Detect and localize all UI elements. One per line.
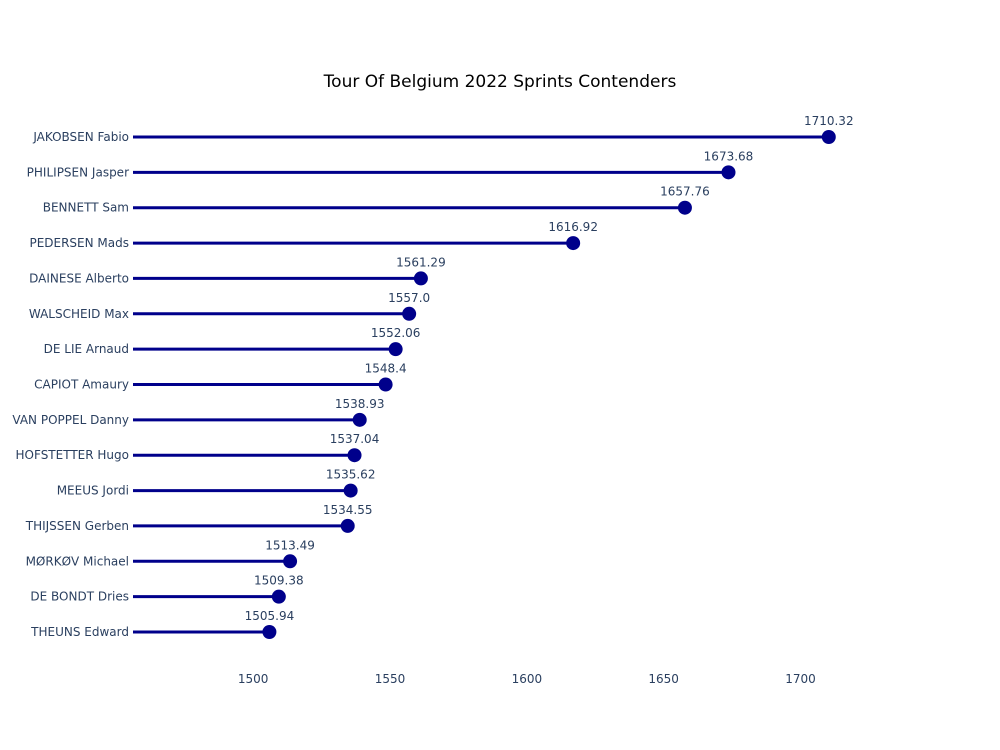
y-tick-label: VAN POPPEL Danny xyxy=(12,413,129,427)
y-tick-label: HOFSTETTER Hugo xyxy=(16,448,129,462)
data-label: 1535.62 xyxy=(326,468,376,482)
y-tick-label: THIJSSEN Gerben xyxy=(25,519,129,533)
y-tick-label: WALSCHEID Max xyxy=(29,307,129,321)
y-tick-label: THEUNS Edward xyxy=(30,625,129,639)
y-tick-label: JAKOBSEN Fabio xyxy=(32,130,129,144)
data-point xyxy=(566,236,581,251)
data-point xyxy=(347,448,362,463)
x-tick-label: 1550 xyxy=(375,672,406,686)
data-point xyxy=(402,306,417,321)
data-label: 1561.29 xyxy=(396,255,446,269)
y-tick-label: DAINESE Alberto xyxy=(29,271,129,285)
data-point xyxy=(262,625,277,639)
data-point xyxy=(378,377,393,392)
data-point xyxy=(677,200,692,215)
y-tick-label: PEDERSEN Mads xyxy=(29,236,129,250)
x-tick-label: 1500 xyxy=(238,672,269,686)
data-label: 1710.32 xyxy=(804,114,854,128)
data-label: 1657.76 xyxy=(660,185,710,199)
y-tick-label: BENNETT Sam xyxy=(43,201,129,215)
data-point xyxy=(352,412,367,427)
data-label: 1513.49 xyxy=(265,538,315,552)
data-point xyxy=(343,483,358,498)
x-tick-label: 1600 xyxy=(512,672,543,686)
data-point xyxy=(413,271,428,286)
data-label: 1557.0 xyxy=(388,291,430,305)
data-point xyxy=(283,554,298,569)
x-tick-label: 1650 xyxy=(648,672,679,686)
data-label: 1548.4 xyxy=(365,362,407,376)
y-tick-label: MEEUS Jordi xyxy=(57,484,129,498)
x-axis: 1500 1550 1600 1650 1700 xyxy=(238,672,816,686)
data-point xyxy=(340,518,355,533)
data-label: 1505.94 xyxy=(245,609,295,623)
data-point xyxy=(821,130,836,144)
data-labels: 1710.32 1673.68 1657.76 1616.92 1561.29 1557.… xyxy=(245,114,854,623)
data-point xyxy=(388,342,403,357)
y-tick-label: PHILIPSEN Jasper xyxy=(27,165,129,179)
data-point xyxy=(721,165,736,180)
dots xyxy=(262,130,836,639)
data-label: 1534.55 xyxy=(323,503,373,517)
data-label: 1616.92 xyxy=(548,220,598,234)
data-label: 1537.04 xyxy=(330,432,380,446)
y-tick-label: CAPIOT Amaury xyxy=(34,378,129,392)
y-tick-label: DE BONDT Dries xyxy=(30,590,129,604)
x-tick-label: 1700 xyxy=(785,672,816,686)
data-label: 1538.93 xyxy=(335,397,385,411)
stems xyxy=(133,135,829,634)
data-label: 1673.68 xyxy=(704,149,754,163)
data-label: 1509.38 xyxy=(254,574,304,588)
y-tick-label: DE LIE Arnaud xyxy=(44,342,129,356)
y-tick-label: MØRKØV Michael xyxy=(26,554,129,568)
y-axis: JAKOBSEN Fabio PHILIPSEN Jasper BENNETT Sa… xyxy=(12,130,129,639)
data-label: 1552.06 xyxy=(371,326,421,340)
chart-title: Tour Of Belgium 2022 Sprints Contenders xyxy=(323,72,677,92)
data-point xyxy=(271,589,286,604)
